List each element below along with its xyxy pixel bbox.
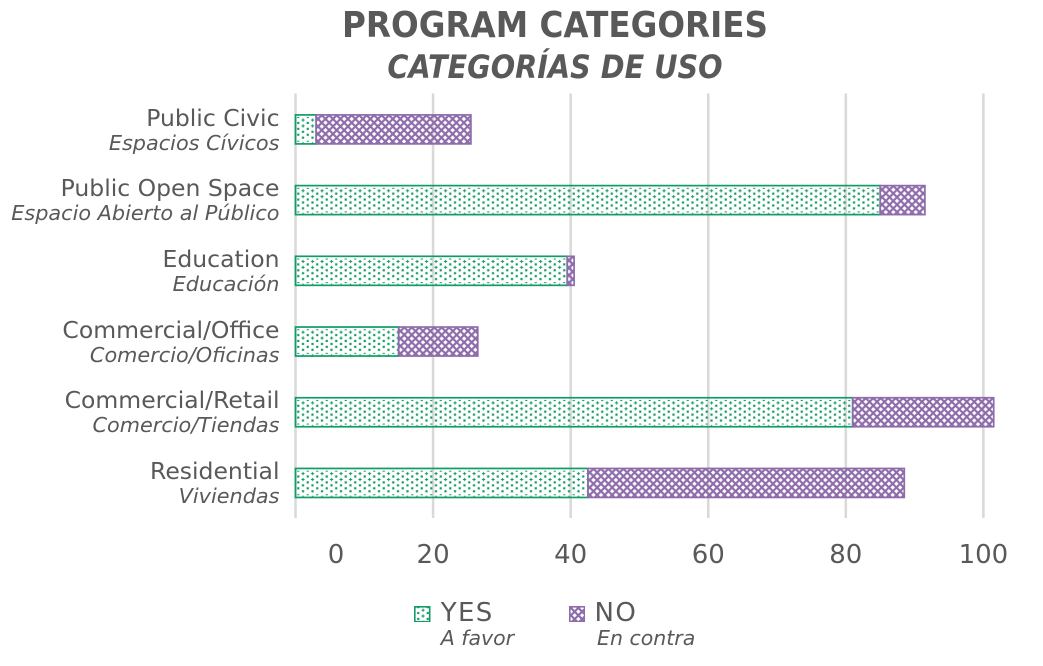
category-label-1: Public Open Space Espacio Abierto al Públ…	[11, 176, 279, 226]
x-tick-label-40: 40	[554, 540, 588, 570]
bar-segment-no-1	[879, 184, 926, 216]
chart-title: PROGRAM CATEGORIES	[342, 5, 768, 46]
category-label-en: Residential	[150, 457, 280, 486]
x-tick-label-20: 20	[416, 540, 450, 570]
category-label-en: Commercial/Office	[62, 315, 280, 344]
category-label-es: Educación	[172, 271, 280, 296]
bar-segment-no-4	[851, 396, 995, 428]
x-tick-label-100: 100	[958, 540, 1009, 570]
bar-segment-yes-3	[294, 326, 400, 357]
bar-segment-no-3	[397, 326, 479, 357]
legend-swatch-no	[568, 605, 586, 623]
category-label-en: Public Civic	[146, 103, 280, 132]
category-label-es: Espacio Abierto al Público	[11, 201, 280, 226]
category-label-0: Public Civic Espacios Cívicos	[108, 103, 280, 156]
legend-label-no: NO	[594, 598, 638, 628]
category-label-2: Education Educación	[162, 244, 280, 297]
bar-segment-no-2	[566, 255, 575, 287]
chart-subtitle: CATEGORÍAS DE USO	[387, 47, 723, 86]
bar-segment-yes-0	[294, 114, 317, 145]
category-label-en: Education	[162, 244, 280, 273]
category-label-5: Residential Viviendas	[150, 459, 279, 509]
category-label-es: Comercio/Tiendas	[92, 413, 280, 438]
category-label-en: Commercial/Retail	[64, 386, 280, 415]
bar-segment-no-0	[315, 114, 472, 145]
category-label-4: Commercial/Retail Comercio/Tiendas	[65, 388, 280, 438]
legend-sublabel-no: En contra	[597, 626, 696, 650]
legend-sublabel-yes: A favor	[440, 626, 515, 650]
bar-segment-no-5	[587, 467, 906, 499]
bar-segment-yes-2	[294, 255, 569, 287]
x-tick-label-0: 0	[327, 540, 345, 570]
category-label-en: Public Open Space	[60, 174, 280, 203]
legend-label-yes: YES	[440, 598, 494, 628]
x-tick-label-80: 80	[829, 540, 863, 570]
legend-swatch-yes	[414, 605, 431, 623]
category-label-es: Viviendas	[178, 484, 280, 509]
category-label-es: Espacios Cívicos	[108, 130, 280, 155]
category-label-3: Commercial/Office Comercio/Oficinas	[62, 315, 280, 368]
bar-segment-yes-1	[294, 184, 882, 216]
category-label-es: Comercio/Oficinas	[89, 342, 280, 367]
bar-segment-yes-5	[294, 467, 589, 499]
x-tick-label-60: 60	[691, 540, 725, 570]
bar-segment-yes-4	[294, 396, 854, 428]
